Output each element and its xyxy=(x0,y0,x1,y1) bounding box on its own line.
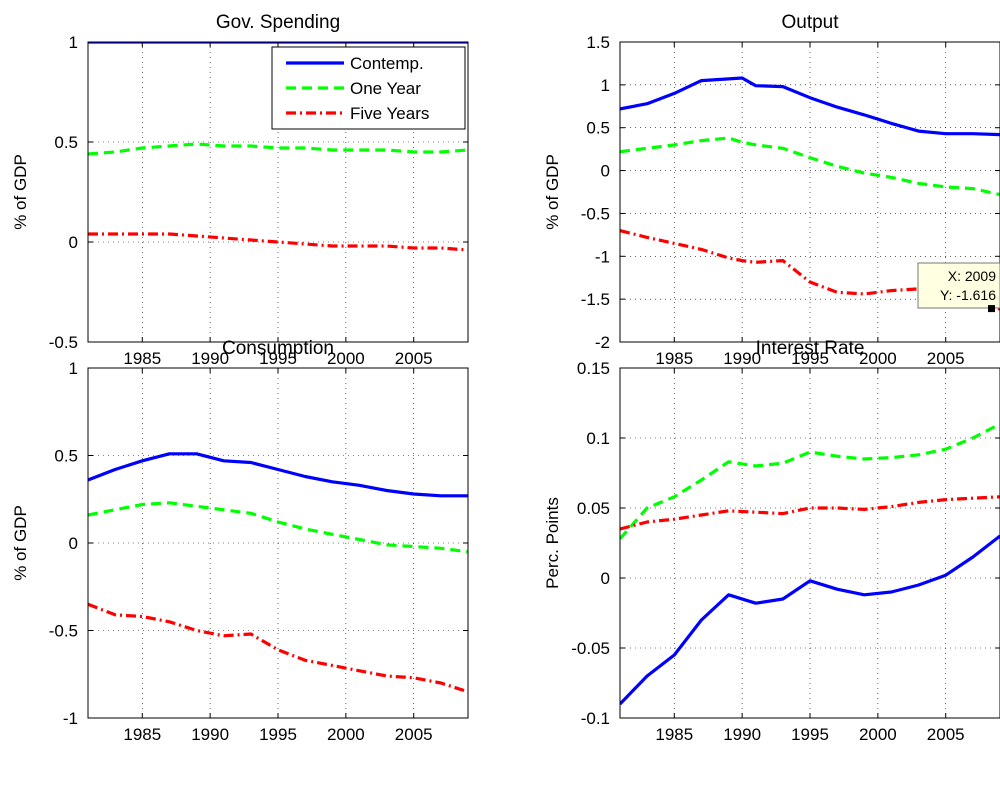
panel-4: 1985 1990 1995 2000 2005 -0.1 -0.05 0 0.05 0.1 0.1… xyxy=(543,338,1000,744)
panel-3: 1985 1990 1995 2000 2005 -1 -0.5 0 0.5 1 Consumpti… xyxy=(11,338,469,744)
datatip-box xyxy=(917,262,1000,309)
y-tick-label: -0.5 xyxy=(49,333,78,352)
y-tick-label: -1 xyxy=(595,247,610,266)
x-tick-label: 1990 xyxy=(723,725,761,744)
series-line-dashdot xyxy=(620,495,1000,531)
y-tick-label: 0 xyxy=(69,233,78,252)
x-tick-label: 1990 xyxy=(191,725,229,744)
y-axis-label: % of GDP xyxy=(543,154,562,230)
legend: Contemp. One Year Five Years xyxy=(271,46,466,130)
x-tick-label: 1990 xyxy=(191,349,229,368)
y-tick-label: 0 xyxy=(601,162,610,181)
legend-label: Contemp. xyxy=(350,54,424,73)
y-tick-label: 0.5 xyxy=(54,133,78,152)
x-tick-label: 1995 xyxy=(259,349,297,368)
y-axis-label: % of GDP xyxy=(11,154,30,230)
y-tick-label: -0.1 xyxy=(581,709,610,728)
y-axis-label: Perc. Points xyxy=(543,497,562,589)
y-tick-label: -1 xyxy=(63,709,78,728)
y-tick-label: 1 xyxy=(69,359,78,378)
y-tick-label: 1.5 xyxy=(586,33,610,52)
y-axis-label: % of GDP xyxy=(11,505,30,581)
chart-title: Gov. Spending xyxy=(216,12,340,33)
series-line-dashed xyxy=(88,501,468,554)
chart-title: Interest Rate xyxy=(756,338,865,359)
series-line-dashed xyxy=(620,136,1000,197)
y-tick-label: -0.5 xyxy=(581,204,610,223)
datatip-marker xyxy=(988,305,995,313)
y-tick-label: -2 xyxy=(595,333,610,352)
y-tick-label: -0.5 xyxy=(49,622,78,641)
x-tick-label: 1985 xyxy=(123,349,161,368)
x-tick-label: 2000 xyxy=(859,725,897,744)
y-tick-label: 1 xyxy=(69,33,78,52)
x-tick-label: 2005 xyxy=(927,349,965,368)
x-tick-label: 1990 xyxy=(723,349,761,368)
series-line-dashdot xyxy=(88,232,468,252)
datatip[interactable]: X: 2009 Y: -1.616 xyxy=(917,262,1000,313)
x-tick-label: 1995 xyxy=(791,725,829,744)
legend-label: One Year xyxy=(350,79,421,98)
series-line-solid xyxy=(88,452,468,498)
series-line-dashdot xyxy=(88,602,468,694)
y-tick-label: 0 xyxy=(601,569,610,588)
x-tick-label: 2000 xyxy=(859,349,897,368)
x-tick-label: 2000 xyxy=(327,349,365,368)
x-tick-label: 1995 xyxy=(259,725,297,744)
series-line-solid xyxy=(620,76,1000,137)
y-tick-label: 0.5 xyxy=(586,119,610,138)
chart-title: Output xyxy=(781,12,839,33)
x-tick-label: 1995 xyxy=(791,349,829,368)
panel-2: 1985 1990 1995 2000 2005 -2 -1.5 -1 -0.5 0 0.5 1 1.5… xyxy=(543,12,1000,368)
x-tick-label: 2005 xyxy=(927,725,965,744)
datatip-y: Y: -1.616 xyxy=(940,287,996,303)
x-tick-label: 1985 xyxy=(655,349,693,368)
y-tick-label: 1 xyxy=(601,76,610,95)
x-tick-label: 1985 xyxy=(123,725,161,744)
datatip-x: X: 2009 xyxy=(948,268,996,284)
x-tick-label: 2005 xyxy=(395,349,433,368)
chart-title: Consumption xyxy=(222,338,334,359)
x-tick-label: 2000 xyxy=(327,725,365,744)
series-line-solid xyxy=(620,534,1000,706)
x-tick-label: 2005 xyxy=(395,725,433,744)
y-tick-label: -1.5 xyxy=(581,290,610,309)
legend-label: Five Years xyxy=(350,104,429,123)
y-tick-label: 0.15 xyxy=(577,359,610,378)
y-tick-label: 0.05 xyxy=(577,499,610,518)
x-tick-label: 1985 xyxy=(655,725,693,744)
series-line-dashed xyxy=(620,422,1000,540)
y-tick-label: 0.5 xyxy=(54,447,78,466)
y-tick-label: 0.1 xyxy=(586,429,610,448)
y-tick-label: 0 xyxy=(69,534,78,553)
y-tick-label: -0.05 xyxy=(571,639,610,658)
